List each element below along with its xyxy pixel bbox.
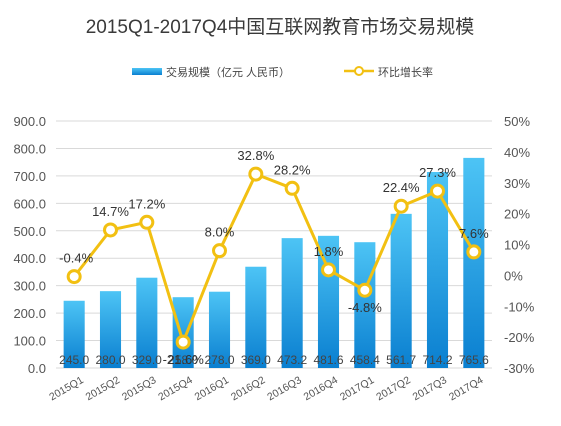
bar-value-label: 481.6 xyxy=(313,353,343,367)
legend-label-line: 环比增长率 xyxy=(378,65,433,79)
category-label: 2015Q2 xyxy=(84,374,122,403)
bar-value-label: 369.0 xyxy=(241,353,271,367)
growth-point xyxy=(248,166,264,182)
right-axis-ticks: -30% -20% -10% 0% 10% 20% 30% 40% 50% xyxy=(504,114,535,376)
legend-swatch-bar xyxy=(132,68,162,75)
category-label: 2016Q1 xyxy=(193,374,231,403)
growth-point xyxy=(357,282,373,298)
bar xyxy=(354,242,376,368)
growth-value-label: -4.8% xyxy=(348,300,382,315)
bar-value-label: 280.0 xyxy=(95,353,125,367)
bar xyxy=(463,157,485,368)
growth-value-label: -21.6% xyxy=(163,352,205,367)
growth-point xyxy=(393,198,409,214)
growth-value-label: 7.6% xyxy=(459,226,489,241)
category-label: 2015Q4 xyxy=(156,374,194,403)
growth-value-label: -0.4% xyxy=(59,251,93,266)
category-label: 2015Q1 xyxy=(47,374,85,403)
left-axis-tick-label: 800.0 xyxy=(13,141,46,156)
growth-value-label: 8.0% xyxy=(205,225,235,240)
right-axis-tick-label: 20% xyxy=(504,207,530,222)
bar-value-label: 258.0 xyxy=(168,353,198,367)
left-axis-tick-label: 500.0 xyxy=(13,224,46,239)
right-axis-tick-label: 50% xyxy=(504,114,530,129)
category-label: 2016Q4 xyxy=(302,374,340,403)
bar-value-label: 473.2 xyxy=(277,353,307,367)
bar-series xyxy=(63,157,485,368)
line-series xyxy=(66,166,482,350)
category-label: 2016Q3 xyxy=(265,374,303,403)
bar xyxy=(390,213,412,368)
growth-point xyxy=(175,334,191,350)
bar-value-label: 561.7 xyxy=(386,353,416,367)
growth-value-label: 14.7% xyxy=(92,204,129,219)
category-label: 2015Q3 xyxy=(120,374,158,403)
left-axis-tick-label: 900.0 xyxy=(13,114,46,129)
bar xyxy=(281,238,303,368)
right-axis-tick-label: -10% xyxy=(504,299,535,314)
growth-point xyxy=(430,183,445,199)
growth-point xyxy=(284,180,300,196)
bar-value-labels: 245.0 280.0 329.0 258.0 278.0 369.0 473.2 481.6… xyxy=(59,353,489,367)
bar xyxy=(245,266,267,368)
left-axis-tick-label: 300.0 xyxy=(13,279,46,294)
gridlines xyxy=(56,120,492,369)
category-label: 2017Q1 xyxy=(338,374,376,403)
growth-point xyxy=(212,243,227,259)
left-axis-tick-label: 0.0 xyxy=(28,361,46,376)
bar-value-label: 714.2 xyxy=(422,353,452,367)
bar xyxy=(426,171,449,368)
growth-point xyxy=(66,269,82,285)
bar-value-label: 245.0 xyxy=(59,353,89,367)
right-axis-tick-label: -30% xyxy=(504,361,535,376)
growth-value-label: 27.3% xyxy=(419,165,456,180)
growth-value-label: 32.8% xyxy=(237,148,274,163)
growth-point xyxy=(139,214,155,230)
growth-point xyxy=(321,262,336,278)
growth-point xyxy=(103,222,118,238)
bar xyxy=(136,277,158,368)
left-axis-tick-label: 100.0 xyxy=(13,334,46,349)
left-axis-tick-label: 600.0 xyxy=(13,196,46,211)
left-axis-ticks: 0.0 100.0 200.0 300.0 400.0 500.0 600.0 700.0 80… xyxy=(13,114,46,376)
right-axis-tick-label: 10% xyxy=(504,238,530,253)
bar xyxy=(63,300,85,368)
growth-value-label: 22.4% xyxy=(383,180,420,195)
category-label: 2017Q2 xyxy=(374,374,412,403)
growth-value-label: 28.2% xyxy=(274,162,311,177)
bar-value-label: 329.0 xyxy=(132,353,162,367)
left-axis-tick-label: 700.0 xyxy=(13,169,46,184)
bar-value-label: 458.4 xyxy=(350,353,380,367)
line-value-labels: -0.4% 14.7%17.2% -21.6% 8.0% 32.8%28.2% 1.8% -… xyxy=(59,148,489,367)
growth-value-label: 17.2% xyxy=(128,196,165,211)
chart-title: 2015Q1-2017Q4中国互联网教育市场交易规模 xyxy=(86,16,475,38)
left-axis-tick-label: 400.0 xyxy=(13,251,46,266)
left-axis-tick-label: 200.0 xyxy=(13,306,46,321)
right-axis-tick-label: 40% xyxy=(504,145,530,160)
bar-value-label: 278.0 xyxy=(204,353,234,367)
bar xyxy=(172,297,194,368)
bar-value-label: 765.6 xyxy=(459,353,489,367)
category-labels: 2015Q12015Q22015Q32015Q42016Q12016Q22016… xyxy=(47,374,485,403)
category-label: 2017Q4 xyxy=(447,374,485,403)
bar xyxy=(99,291,122,368)
right-axis-tick-label: 30% xyxy=(504,176,530,191)
bar xyxy=(208,291,231,368)
legend-label-bar: 交易规模（亿元 人民币） xyxy=(166,65,290,79)
legend-swatch-marker xyxy=(354,66,364,76)
category-label: 2016Q2 xyxy=(229,374,267,403)
growth-point xyxy=(466,244,482,260)
right-axis-tick-label: -20% xyxy=(504,330,535,345)
category-label: 2017Q3 xyxy=(411,374,449,403)
right-axis-tick-label: 0% xyxy=(504,268,523,283)
growth-value-label: 1.8% xyxy=(314,244,344,259)
